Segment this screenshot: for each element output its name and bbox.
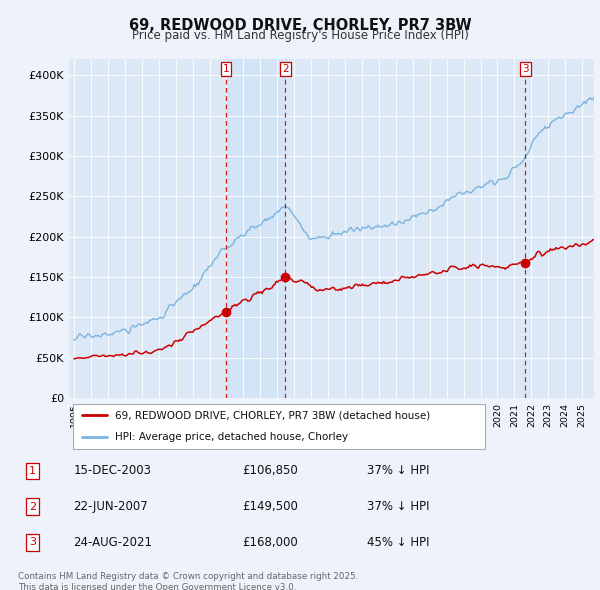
- FancyBboxPatch shape: [73, 404, 485, 449]
- Text: HPI: Average price, detached house, Chorley: HPI: Average price, detached house, Chor…: [115, 432, 349, 442]
- Text: 45% ↓ HPI: 45% ↓ HPI: [367, 536, 430, 549]
- Text: 24-AUG-2021: 24-AUG-2021: [73, 536, 152, 549]
- Text: 69, REDWOOD DRIVE, CHORLEY, PR7 3BW (detached house): 69, REDWOOD DRIVE, CHORLEY, PR7 3BW (det…: [115, 410, 430, 420]
- Text: Contains HM Land Registry data © Crown copyright and database right 2025.
This d: Contains HM Land Registry data © Crown c…: [18, 572, 358, 590]
- Text: £149,500: £149,500: [242, 500, 298, 513]
- Text: Price paid vs. HM Land Registry's House Price Index (HPI): Price paid vs. HM Land Registry's House …: [131, 30, 469, 42]
- Text: 3: 3: [29, 537, 36, 548]
- Bar: [226, 59, 285, 398]
- Text: £106,850: £106,850: [242, 464, 298, 477]
- Text: 1: 1: [223, 64, 229, 74]
- Text: 2: 2: [282, 64, 289, 74]
- Text: £168,000: £168,000: [242, 536, 298, 549]
- Text: 3: 3: [522, 64, 529, 74]
- Text: 22-JUN-2007: 22-JUN-2007: [73, 500, 148, 513]
- Text: 69, REDWOOD DRIVE, CHORLEY, PR7 3BW: 69, REDWOOD DRIVE, CHORLEY, PR7 3BW: [128, 18, 472, 32]
- Text: 37% ↓ HPI: 37% ↓ HPI: [367, 464, 430, 477]
- Text: 1: 1: [29, 466, 36, 476]
- Text: 15-DEC-2003: 15-DEC-2003: [73, 464, 151, 477]
- Text: 37% ↓ HPI: 37% ↓ HPI: [367, 500, 430, 513]
- Text: 2: 2: [29, 502, 36, 512]
